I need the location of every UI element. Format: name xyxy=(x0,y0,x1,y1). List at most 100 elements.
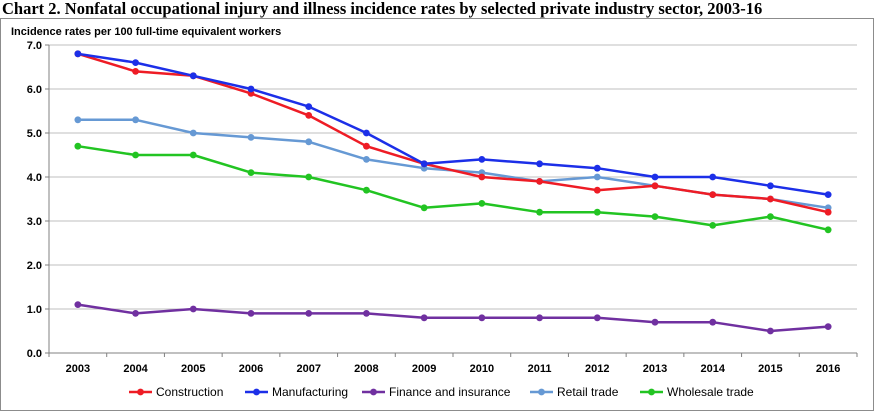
data-point xyxy=(247,169,255,177)
data-point xyxy=(305,112,313,119)
data-point xyxy=(420,204,428,212)
data-point xyxy=(709,222,717,229)
data-point xyxy=(651,213,659,221)
legend-swatch-marker xyxy=(370,388,377,396)
legend-item-wholesale-trade: Wholesale trade xyxy=(640,385,754,399)
data-point xyxy=(709,173,717,181)
data-point xyxy=(247,310,255,317)
data-point xyxy=(420,314,428,322)
data-point xyxy=(709,318,717,326)
legend-swatch-marker xyxy=(538,388,545,396)
data-point xyxy=(74,142,82,150)
legend-label: Construction xyxy=(156,385,223,399)
data-point xyxy=(824,323,832,330)
x-tick-label: 2010 xyxy=(470,363,494,375)
data-point xyxy=(593,173,601,181)
data-point xyxy=(305,138,313,146)
series-line-wholesale-trade xyxy=(77,144,829,232)
data-point xyxy=(767,195,774,203)
data-point xyxy=(767,213,774,221)
data-point xyxy=(478,314,486,322)
data-point xyxy=(132,59,139,66)
data-point xyxy=(363,142,370,150)
x-tick-label: 2011 xyxy=(528,363,552,375)
x-tick-label: 2007 xyxy=(296,363,320,375)
data-point xyxy=(593,314,601,322)
series-retail-trade xyxy=(74,116,832,212)
series-wholesale-trade xyxy=(74,142,832,234)
x-tick-label: 2004 xyxy=(123,363,148,375)
data-point xyxy=(536,208,543,216)
y-tick-label: 3.0 xyxy=(27,216,42,228)
legend-label: Wholesale trade xyxy=(667,385,754,399)
data-point xyxy=(536,160,543,168)
data-point xyxy=(74,50,82,58)
data-point xyxy=(305,173,313,181)
data-point xyxy=(189,305,197,313)
data-point xyxy=(709,191,717,199)
data-point xyxy=(478,156,486,163)
data-point xyxy=(824,208,832,216)
y-tick-label: 4.0 xyxy=(27,172,42,184)
y-tick-label: 7.0 xyxy=(27,40,42,52)
y-tick-label: 5.0 xyxy=(27,128,42,140)
y-tick-label: 0.0 xyxy=(27,348,42,360)
x-tick-label: 2008 xyxy=(354,363,378,375)
data-point xyxy=(593,164,601,172)
series-line-finance-and-insurance xyxy=(77,303,829,333)
legend-label: Retail trade xyxy=(557,385,619,399)
data-point xyxy=(478,173,486,181)
legend-label: Finance and insurance xyxy=(389,385,511,399)
y-axis-label: Incidence rates per 100 full-time equiva… xyxy=(11,26,281,38)
series-line-manufacturing xyxy=(77,52,829,196)
x-tick-label: 2016 xyxy=(816,363,840,375)
data-point xyxy=(247,85,255,93)
series-group xyxy=(74,50,832,335)
series-manufacturing xyxy=(74,50,832,199)
data-point xyxy=(593,208,601,216)
legend-swatch-marker xyxy=(648,388,655,396)
chart-frame xyxy=(0,18,874,411)
data-point xyxy=(247,134,255,141)
data-point xyxy=(189,129,197,137)
data-point xyxy=(536,178,543,185)
legend-swatch-marker xyxy=(253,388,260,396)
x-tick-label: 2009 xyxy=(412,363,436,375)
x-axis-ticks: 2003 2004 2005 2006 2007 2008 2009 2010 2011 2012… xyxy=(66,363,841,375)
x-tick-label: 2003 xyxy=(66,363,90,375)
data-point xyxy=(132,116,139,124)
series-finance-and-insurance xyxy=(74,301,832,335)
data-point xyxy=(651,318,659,326)
y-axis-ticks: 0.0 1.0 2.0 3.0 4.0 5.0 6.0 7.0 xyxy=(27,40,42,360)
data-point xyxy=(824,226,832,234)
x-tick-label: 2005 xyxy=(181,363,205,375)
x-tick-label: 2012 xyxy=(585,363,609,375)
data-point xyxy=(189,151,197,159)
data-point xyxy=(536,314,543,322)
legend-label: Manufacturing xyxy=(272,385,348,399)
x-tick-label: 2013 xyxy=(643,363,667,375)
x-tick-label: 2014 xyxy=(700,363,725,375)
data-point xyxy=(132,151,139,159)
legend-item-manufacturing: Manufacturing xyxy=(245,385,348,399)
data-point xyxy=(363,186,370,194)
axes xyxy=(45,44,858,357)
data-point xyxy=(651,173,659,181)
data-point xyxy=(767,182,774,190)
x-tick-label: 2006 xyxy=(239,363,263,375)
data-point xyxy=(824,191,832,199)
data-point xyxy=(363,156,370,163)
data-point xyxy=(132,310,139,317)
gridlines xyxy=(49,44,857,310)
data-point xyxy=(593,186,601,194)
data-point xyxy=(132,68,139,75)
y-tick-label: 2.0 xyxy=(27,260,42,272)
y-tick-label: 1.0 xyxy=(27,304,42,316)
legend-swatch-marker xyxy=(137,388,144,396)
data-point xyxy=(420,160,428,168)
data-point xyxy=(305,310,313,317)
y-tick-label: 6.0 xyxy=(27,84,42,96)
legend-item-retail-trade: Retail trade xyxy=(530,385,619,399)
data-point xyxy=(305,103,313,110)
